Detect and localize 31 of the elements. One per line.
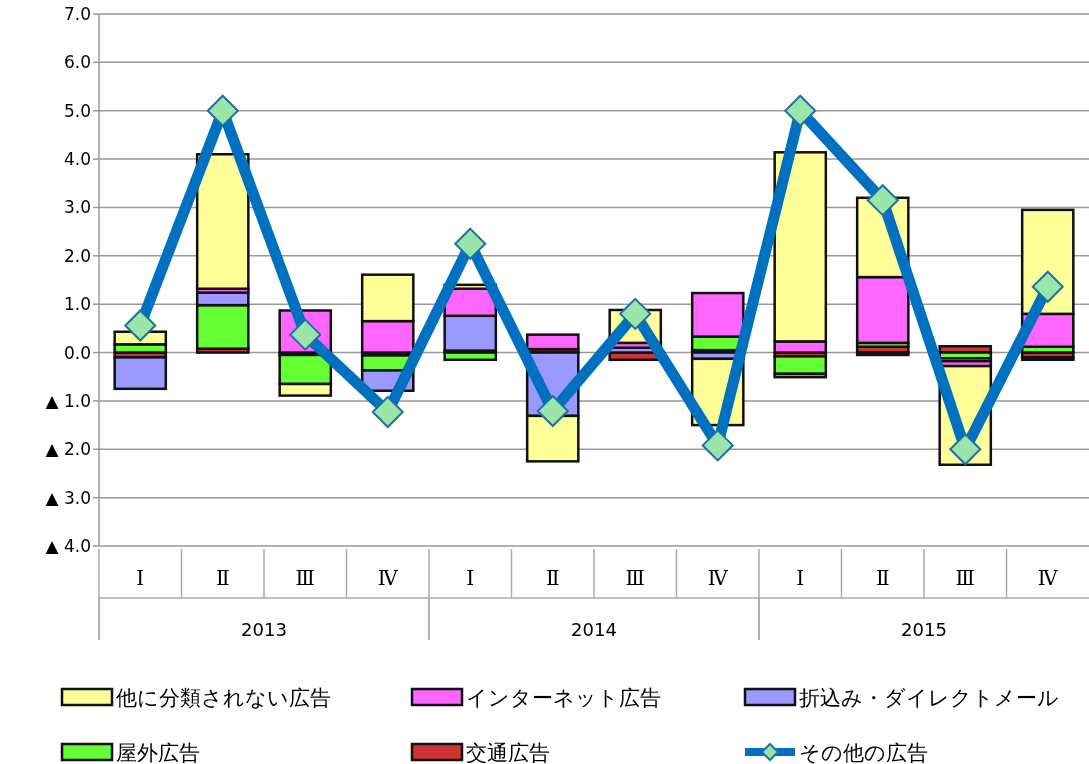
x-tick-label: Ⅰ — [136, 566, 145, 590]
x-tick-label: Ⅳ — [707, 566, 729, 590]
legend-label: インターネット広告 — [466, 686, 661, 710]
x-tick-label: Ⅱ — [545, 566, 560, 590]
y-tick-label: ▲ 3.0 — [45, 487, 91, 508]
legend-label: 交通広告 — [466, 741, 550, 764]
y-tick-label: ▲ 4.0 — [45, 536, 91, 556]
x-tick-label: Ⅱ — [875, 566, 890, 590]
y-tick-label: 1.0 — [63, 294, 91, 315]
y-tick-label: 2.0 — [63, 245, 91, 266]
x-tick-label: Ⅲ — [625, 566, 645, 590]
x-tick-label: Ⅰ — [796, 566, 805, 590]
x-tick-label: Ⅲ — [295, 566, 315, 590]
y-tick-label: ▲ 2.0 — [45, 439, 91, 460]
legend-label: 折込み・ダイレクトメール — [799, 686, 1059, 710]
y-tick-label: ▲ 1.0 — [45, 390, 91, 411]
legend-label: その他の広告 — [799, 741, 928, 764]
y-tick-label: 0.0 — [63, 342, 91, 363]
y-tick-label: 5.0 — [63, 100, 91, 121]
y-tick-label: 4.0 — [63, 149, 91, 170]
x-tick-label: Ⅰ — [466, 566, 475, 590]
x-tick-label: Ⅳ — [377, 566, 399, 590]
legend-label: 屋外広告 — [116, 741, 200, 764]
y-tick-label: 7.0 — [63, 4, 91, 24]
year-groups: 2013 2014 2015 — [98, 597, 947, 641]
x-tick-label: Ⅱ — [215, 566, 230, 590]
y-tick-label: 3.0 — [63, 197, 91, 218]
x-tick-label: Ⅳ — [1037, 566, 1059, 590]
x-tick-label: Ⅲ — [955, 566, 975, 590]
y-tick-label: 6.0 — [63, 52, 91, 73]
legend-label: 他に分類されない広告 — [116, 686, 331, 710]
